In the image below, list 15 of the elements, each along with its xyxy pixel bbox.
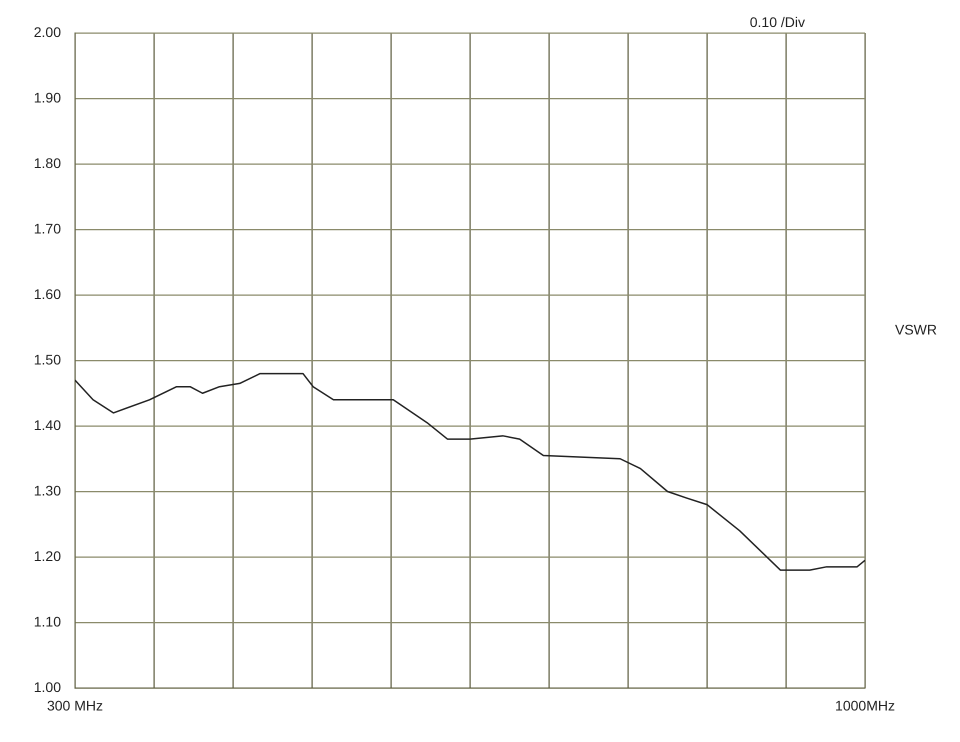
x-tick-label: 300 MHz [46,697,104,714]
y-tick-label: 1.40 [34,416,62,433]
y-tick-label: 1.10 [34,613,62,630]
y-tick-label: 1.20 [34,548,62,564]
y-axis-title: VSWR [895,321,937,338]
y-tick-label: 1.50 [34,351,62,368]
y-tick-label: 1.30 [34,482,62,498]
y-tick-label: 1.90 [34,89,62,106]
y-tick-label: 2.00 [34,24,62,40]
y-tick-label: 1.60 [34,286,62,302]
x-tick-label: 1000MHz [835,697,895,714]
y-tick-label: 1.80 [34,154,62,171]
text: 0.10 /Div [750,14,805,30]
y-tick-label: 1.70 [34,220,62,236]
y-tick-label: 1.00 [34,678,62,695]
